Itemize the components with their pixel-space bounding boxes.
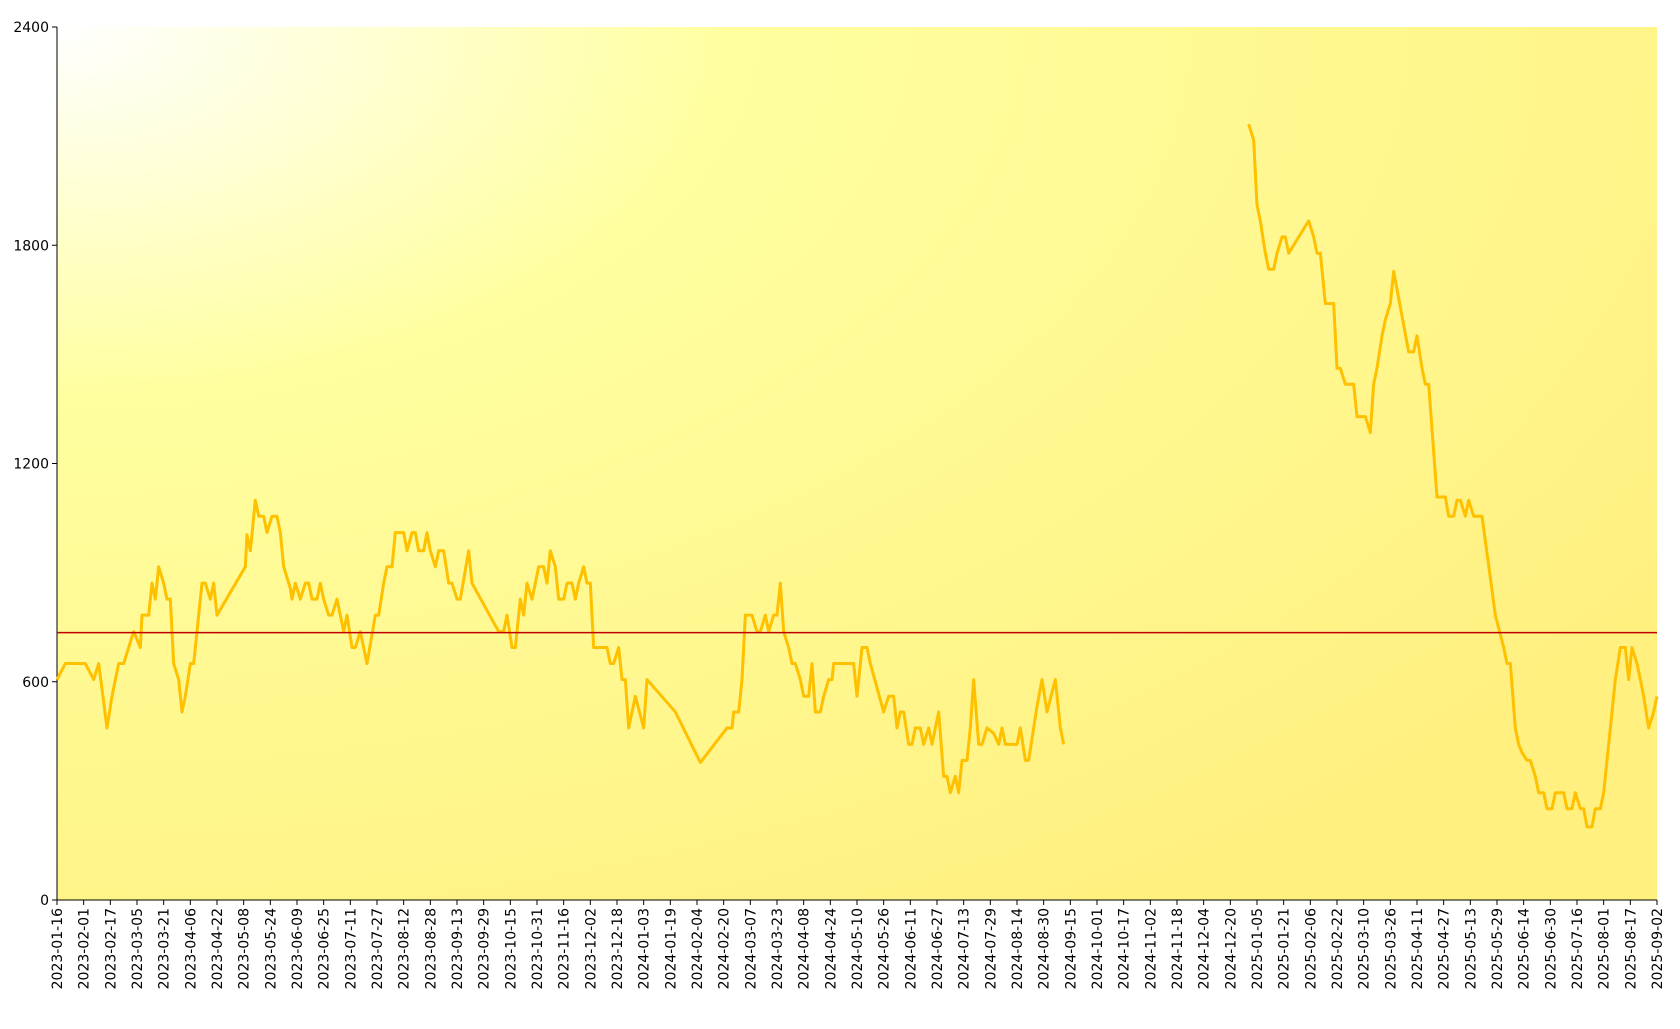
x-tick-label: 2023-01-16 xyxy=(50,908,66,989)
x-tick-label: 2024-05-26 xyxy=(877,908,893,989)
x-tick-label: 2024-01-19 xyxy=(663,908,679,989)
x-tick-label: 2023-08-12 xyxy=(397,908,413,989)
x-tick-label: 2024-11-18 xyxy=(1170,908,1186,989)
x-tick-label: 2024-03-07 xyxy=(743,908,759,989)
x-tick-label: 2025-04-11 xyxy=(1410,908,1426,989)
x-tick-label: 2023-02-01 xyxy=(77,908,93,989)
x-tick-label: 2024-09-15 xyxy=(1063,908,1079,989)
x-tick-label: 2024-03-23 xyxy=(770,908,786,989)
x-tick-label: 2023-07-11 xyxy=(343,908,359,989)
x-tick-label: 2024-02-04 xyxy=(690,908,706,989)
x-tick-label: 2025-06-14 xyxy=(1517,908,1533,989)
x-tick-label: 2023-04-06 xyxy=(183,908,199,989)
x-tick-label: 2023-03-05 xyxy=(130,908,146,989)
x-tick-label: 2023-02-17 xyxy=(103,908,119,989)
x-tick-label: 2024-11-02 xyxy=(1143,908,1159,989)
x-tick-label: 2023-08-28 xyxy=(423,908,439,989)
y-tick-label: 2400 xyxy=(13,20,49,36)
x-tick-label: 2024-06-27 xyxy=(930,908,946,989)
plot-area xyxy=(57,27,1657,900)
y-tick-label: 1200 xyxy=(13,457,49,473)
x-tick-label: 2024-05-10 xyxy=(850,908,866,989)
x-tick-label: 2024-12-04 xyxy=(1197,908,1213,989)
x-tick-label: 2023-10-15 xyxy=(503,908,519,989)
x-tick-label: 2025-01-05 xyxy=(1250,908,1266,989)
x-tick-label: 2024-08-14 xyxy=(1010,908,1026,989)
x-tick-label: 2023-10-31 xyxy=(530,908,546,989)
y-tick-label: 0 xyxy=(40,893,49,909)
x-tick-label: 2024-10-01 xyxy=(1090,908,1106,989)
x-tick-label: 2025-05-13 xyxy=(1463,908,1479,989)
x-tick-label: 2025-03-10 xyxy=(1357,908,1373,989)
x-tick-label: 2025-08-17 xyxy=(1623,908,1639,989)
x-tick-label: 2024-02-20 xyxy=(717,908,733,989)
x-tick-label: 2025-02-22 xyxy=(1330,908,1346,989)
x-tick-label: 2024-10-17 xyxy=(1117,908,1133,989)
x-tick-label: 2024-01-03 xyxy=(637,908,653,989)
x-tick-label: 2025-07-16 xyxy=(1570,908,1586,989)
x-tick-label: 2023-05-08 xyxy=(237,908,253,989)
x-tick-label: 2024-04-24 xyxy=(823,908,839,989)
x-tick-label: 2023-05-24 xyxy=(263,908,279,989)
x-tick-label: 2023-09-13 xyxy=(450,908,466,989)
x-tick-label: 2023-04-22 xyxy=(210,908,226,989)
x-tick-label: 2025-08-01 xyxy=(1597,908,1613,989)
x-tick-label: 2024-08-30 xyxy=(1037,908,1053,989)
x-tick-label: 2025-05-29 xyxy=(1490,908,1506,989)
x-tick-label: 2025-02-06 xyxy=(1303,908,1319,989)
x-tick-label: 2024-07-29 xyxy=(983,908,999,989)
x-tick-label: 2025-06-30 xyxy=(1543,908,1559,989)
x-tick-label: 2023-06-09 xyxy=(290,908,306,989)
x-tick-label: 2023-12-18 xyxy=(610,908,626,989)
x-tick-label: 2023-03-21 xyxy=(157,908,173,989)
x-tick-label: 2024-07-13 xyxy=(957,908,973,989)
x-tick-label: 2024-06-11 xyxy=(903,908,919,989)
x-tick-label: 2023-06-25 xyxy=(317,908,333,989)
data-line xyxy=(55,123,1659,829)
x-tick-label: 2023-11-16 xyxy=(557,908,573,989)
x-tick-label: 2025-01-21 xyxy=(1277,908,1293,989)
x-tick-label: 2023-12-02 xyxy=(583,908,599,989)
x-tick-label: 2025-03-26 xyxy=(1383,908,1399,989)
x-tick-label: 2025-04-27 xyxy=(1437,908,1453,989)
x-tick-label: 2025-09-02 xyxy=(1650,908,1666,989)
x-tick-label: 2023-07-27 xyxy=(370,908,386,989)
y-tick-label: 1800 xyxy=(13,238,49,254)
y-tick-label: 600 xyxy=(22,675,49,691)
x-tick-label: 2024-12-20 xyxy=(1223,908,1239,989)
x-tick-label: 2023-09-29 xyxy=(477,908,493,989)
x-tick-label: 2024-04-08 xyxy=(797,908,813,989)
